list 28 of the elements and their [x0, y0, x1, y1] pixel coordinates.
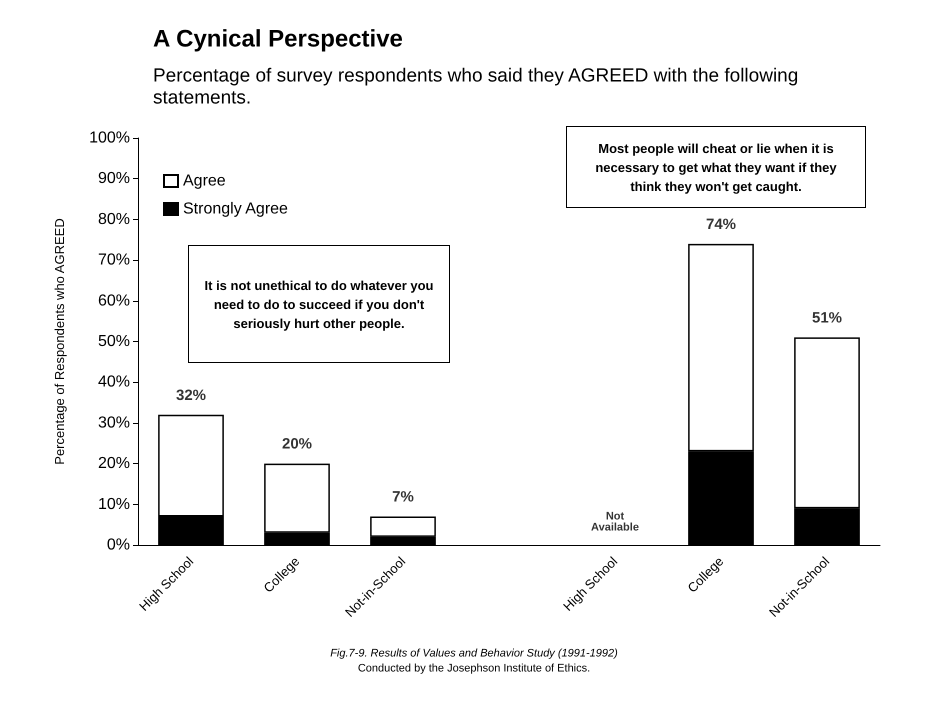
total-label: 20%	[282, 436, 312, 453]
y-tick-label: 100%	[89, 130, 130, 146]
annotation: It is not unethical to do whatever you need to do to succeed if you don't seriously hurt other people.	[204, 276, 434, 332]
legend-label: Agree	[183, 172, 226, 190]
total-label: 32%	[176, 386, 206, 404]
note-box: It is not unethical to do whatever you need to do to succeed if you don't seriously hurt other people.	[188, 245, 450, 363]
y-tick-label: 50%	[98, 333, 130, 350]
y-tick-label: 20%	[98, 455, 130, 472]
y-tick-label: 60%	[98, 292, 130, 310]
total-label: 51%	[812, 309, 842, 326]
note-box: Most people will cheat or lie when it is necessary to get what they want if they think they won't get caught.	[566, 126, 866, 208]
y-axis-title: Percentage of Respondents who AGREED	[52, 218, 67, 465]
annotation: Most people will cheat or lie when it is necessary to get what they want if they think they won't get caught.	[594, 140, 838, 196]
y-tick-label: 0%	[106, 536, 130, 554]
y-tick-label: 40%	[98, 374, 130, 391]
chart-title: A Cynical Perspective	[153, 26, 403, 52]
y-tick-label: 30%	[98, 414, 130, 432]
caption: Fig.7-9. Results of Values and Behavior Study (1991-1992)	[330, 648, 618, 660]
legend-label: Strongly Agree	[183, 200, 288, 218]
y-tick-label: 90%	[98, 170, 130, 188]
total-label: 7%	[392, 488, 414, 506]
total-label: 74%	[706, 216, 736, 233]
y-tick-label: 70%	[98, 252, 130, 269]
text: Not Available	[591, 510, 639, 534]
y-tick-label: 80%	[98, 210, 130, 228]
text: Conducted by the Josephson Institute of Ethics.	[358, 662, 590, 674]
chart-subtitle: Percentage of survey respondents who said they AGREED with the following statements.	[153, 66, 804, 108]
y-tick-label: 10%	[98, 496, 130, 513]
